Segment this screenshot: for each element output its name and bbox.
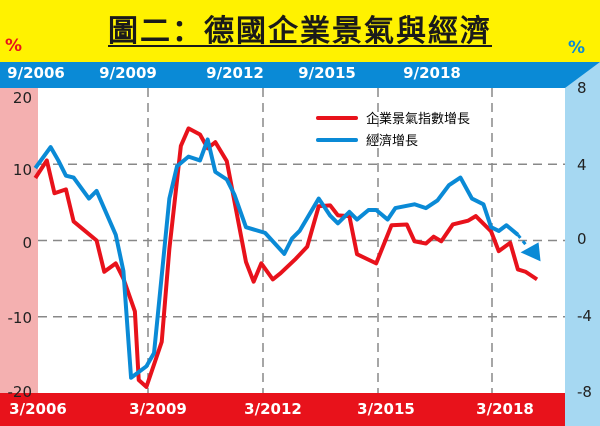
- left-y-tick: 0: [22, 234, 32, 252]
- left-y-tick: 20: [12, 89, 32, 107]
- left-y-tick: -10: [7, 309, 33, 327]
- legend-label-business: 企業景氣指數增長: [366, 111, 470, 127]
- bottom-tick-label: 3/2009: [129, 400, 187, 418]
- chart-title-text: 圖二：德國企業景氣與經濟: [108, 14, 492, 49]
- top-date-bar: [0, 62, 600, 88]
- right-y-tick: 8: [577, 79, 587, 97]
- legend-label-economy: 經濟增長: [366, 133, 418, 149]
- business-climate-line: [33, 126, 539, 389]
- top-tick-label: 9/2018: [403, 64, 461, 82]
- projection-arrow-icon: [520, 242, 541, 262]
- left-axis-unit: %: [5, 36, 23, 56]
- title-banner: [0, 0, 600, 62]
- left-y-tick: 10: [12, 161, 32, 179]
- chart-title: 圖二：德國企業景氣與經濟: [0, 6, 600, 50]
- economic-growth-line: [33, 137, 520, 380]
- right-y-tick: 4: [577, 156, 587, 174]
- bottom-tick-label: 3/2015: [357, 400, 415, 418]
- bottom-tick-label: 3/2018: [476, 400, 534, 418]
- top-tick-label: 9/2006: [7, 64, 65, 82]
- bottom-date-bar: [0, 393, 565, 426]
- bottom-tick-label: 3/2012: [244, 400, 302, 418]
- left-y-tick: -20: [7, 383, 33, 401]
- top-tick-label: 9/2009: [99, 64, 157, 82]
- legend: 企業景氣指數增長 經濟增長: [316, 111, 470, 149]
- top-tick-label: 9/2012: [206, 64, 264, 82]
- left-axis-band: [0, 88, 38, 393]
- top-tick-label: 9/2015: [298, 64, 356, 82]
- bottom-tick-label: 3/2006: [9, 400, 67, 418]
- right-y-tick: 0: [577, 230, 587, 248]
- right-axis-unit: %: [568, 38, 586, 58]
- right-y-tick: -8: [577, 383, 592, 401]
- right-axis-band: [565, 62, 600, 426]
- right-y-tick: -4: [577, 307, 592, 325]
- economic-growth-projection: [516, 233, 527, 246]
